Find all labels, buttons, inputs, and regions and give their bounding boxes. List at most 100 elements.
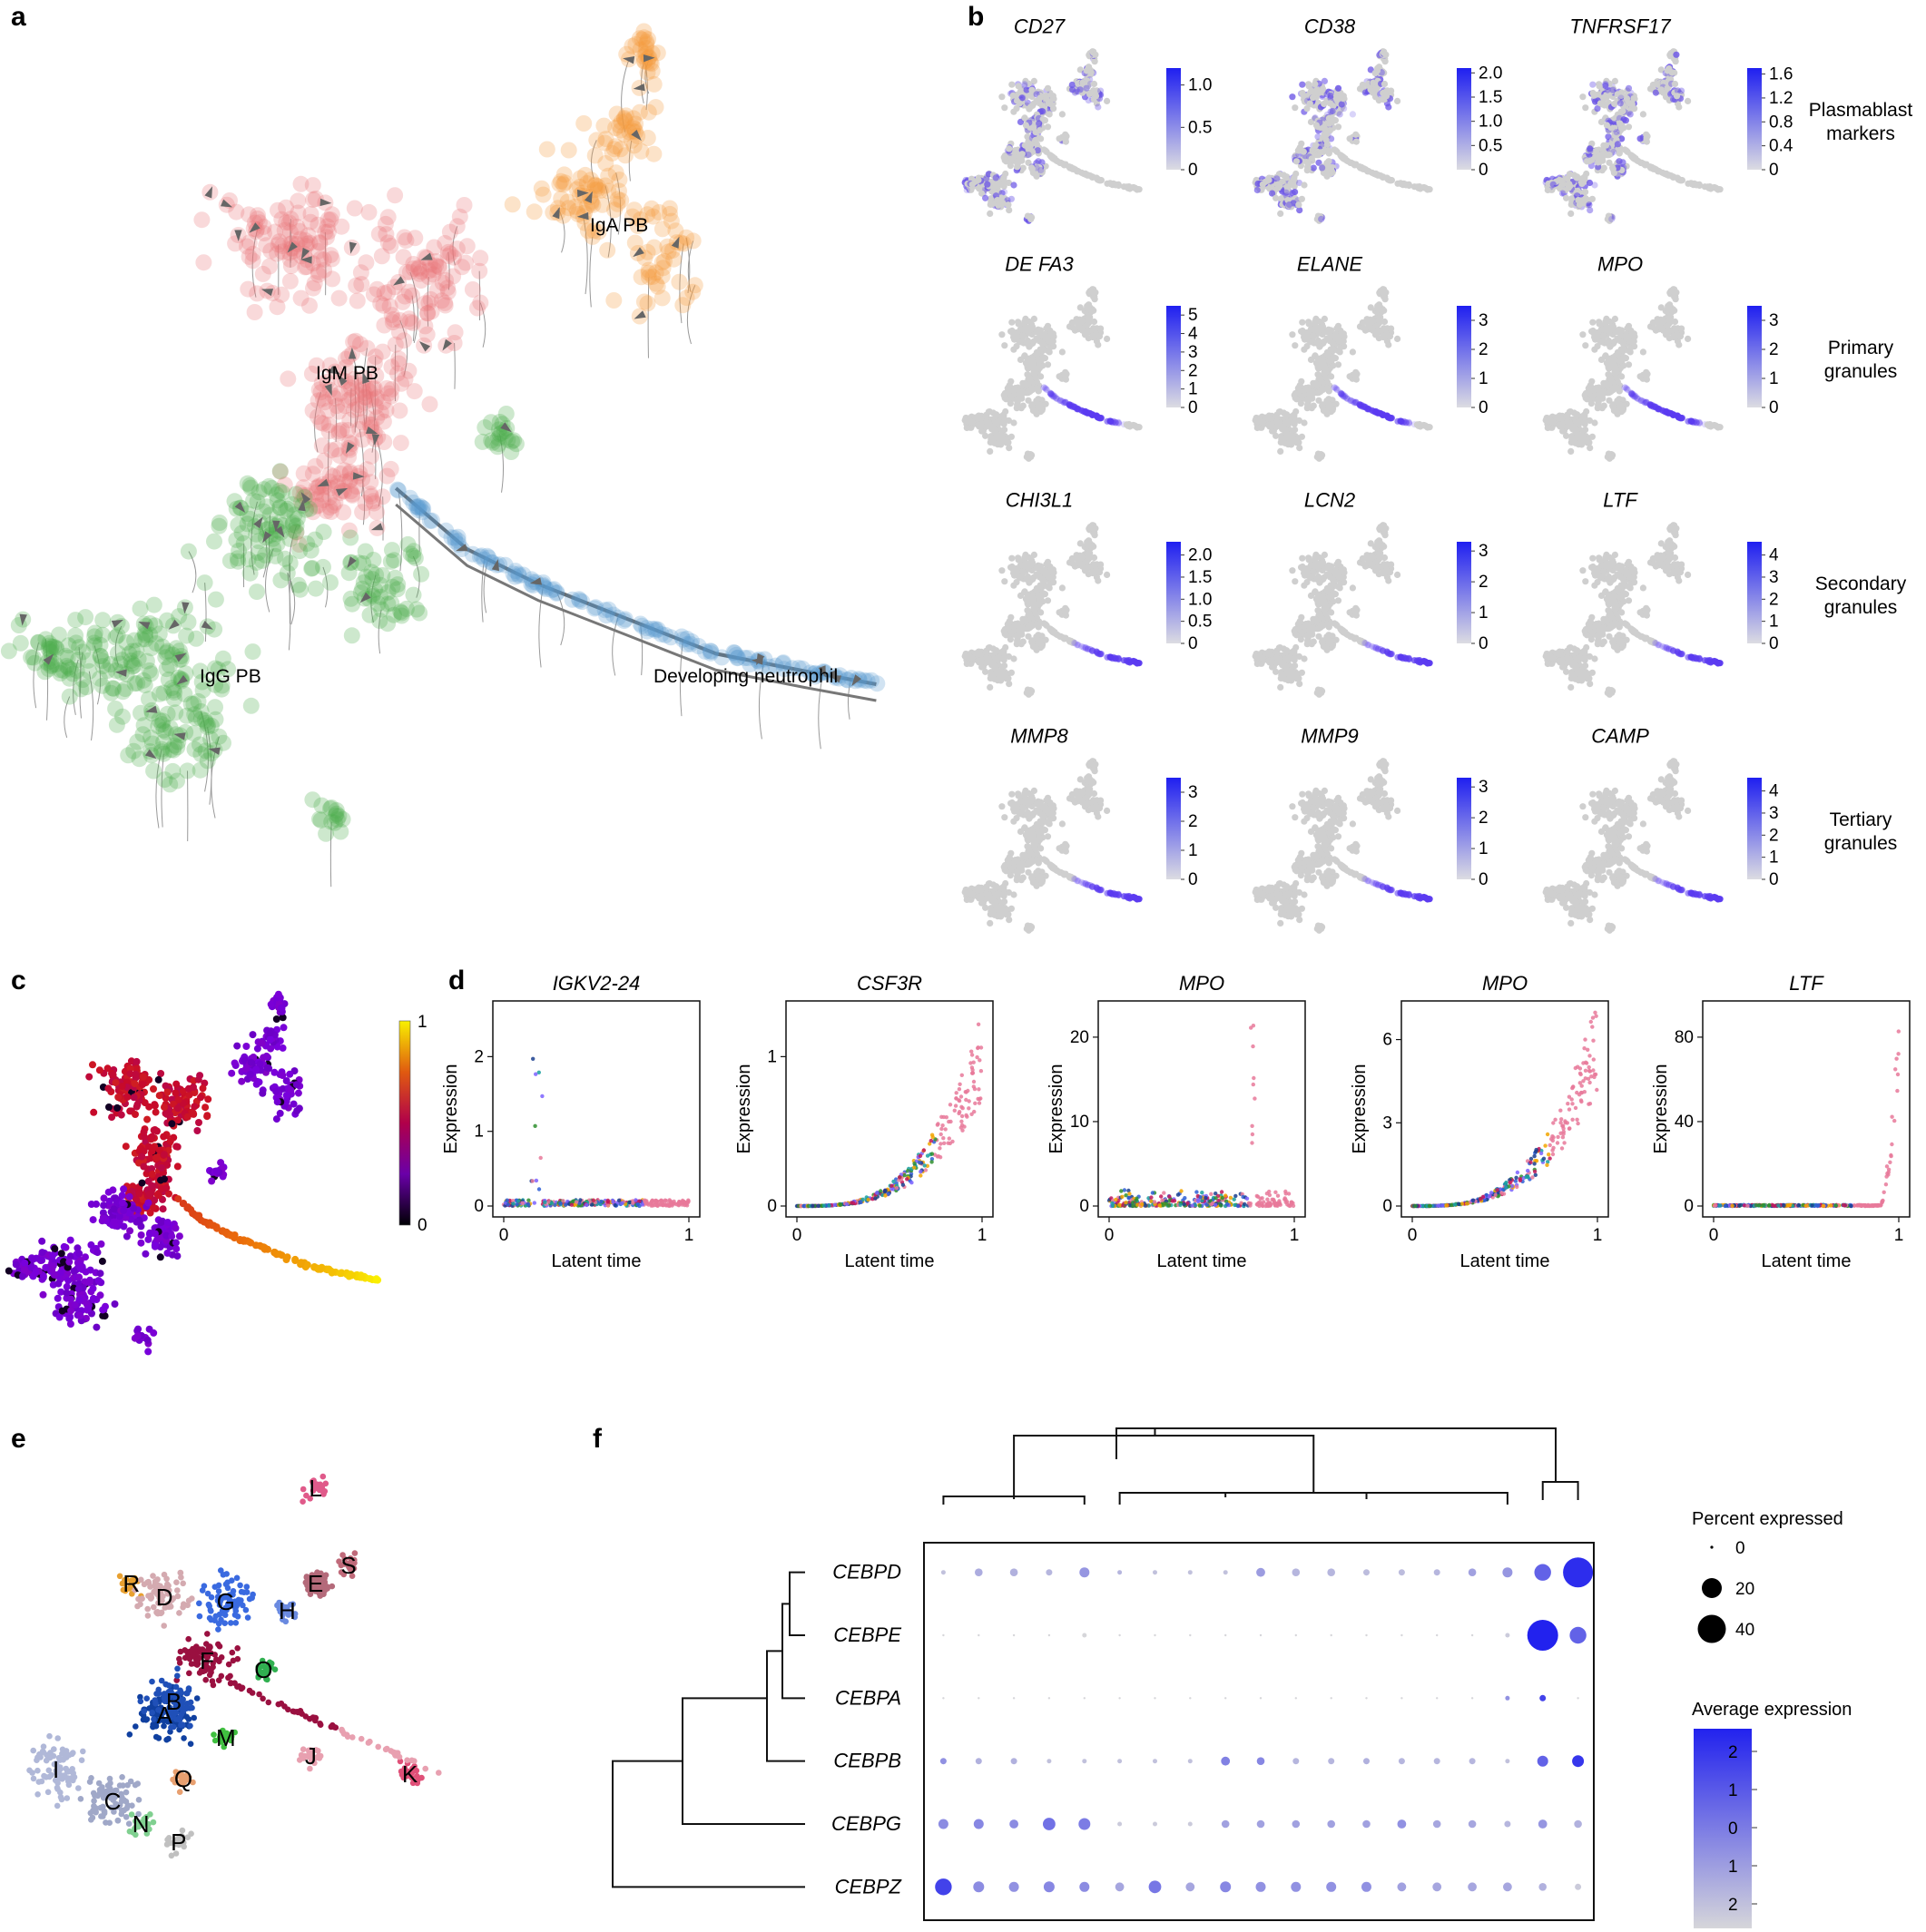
cell-igm	[442, 245, 459, 262]
cell-igm	[315, 251, 332, 269]
feature-cell	[1058, 111, 1066, 118]
cell-igg	[107, 629, 124, 646]
cell-igg	[159, 705, 176, 722]
feature-cell	[1600, 402, 1607, 409]
feature-cell	[1295, 201, 1302, 209]
colorbar-tick-label: 2.0	[1479, 64, 1502, 83]
cell-iga	[639, 64, 656, 81]
cell-igm	[313, 437, 330, 455]
velocity-streamline	[359, 428, 364, 496]
cell-iga	[637, 39, 654, 56]
panel-b-gene-feature-plots: CD271.00.50CD382.01.51.00.50TNFRSF171.61…	[961, 15, 1912, 934]
feature-cell	[1002, 158, 1010, 165]
cell-igm	[400, 310, 418, 328]
cell-iga	[640, 264, 657, 281]
feature-cell	[1305, 83, 1312, 90]
cell-igm	[278, 214, 295, 231]
feature-cell	[1625, 84, 1633, 92]
cell-igm	[437, 271, 455, 289]
velocity-streamline	[349, 387, 352, 427]
feature-cell	[1544, 186, 1551, 194]
cell-iga	[675, 235, 693, 252]
feature-cell	[1664, 305, 1671, 312]
feature-cell	[1589, 81, 1597, 88]
velocity-streamline	[640, 623, 644, 676]
feature-cell	[1597, 100, 1604, 107]
feature-cell	[1630, 333, 1637, 340]
feature-cell	[1586, 201, 1593, 209]
feature-cell	[1326, 100, 1333, 107]
cell-igm	[319, 223, 337, 240]
cell-igm	[325, 467, 342, 485]
cell-igm	[320, 423, 338, 440]
cell-iga	[624, 208, 641, 225]
cell-iga	[592, 181, 609, 199]
cell-igg	[299, 535, 316, 553]
colorbar-tick-label: 2	[1479, 340, 1489, 359]
feature-cell	[1305, 320, 1312, 328]
feature-cell	[1373, 67, 1381, 74]
velocity-streamline	[478, 270, 481, 320]
cell-igm	[366, 379, 383, 397]
feature-cell	[1326, 120, 1333, 127]
cell-iga	[586, 177, 604, 194]
cell-igg	[121, 645, 138, 662]
cell-igm	[439, 243, 457, 260]
cell-iga	[607, 164, 624, 181]
cell-igm	[404, 314, 421, 331]
cell-igm	[445, 268, 462, 285]
cell-iga	[606, 201, 623, 219]
feature-cell	[1097, 325, 1105, 332]
cell-iga	[600, 182, 617, 200]
feature-cell	[1565, 181, 1572, 188]
colorbar-tick-label: 3	[1479, 311, 1489, 330]
cell-iga	[678, 229, 695, 246]
cell-iga	[553, 172, 569, 190]
cell-igm	[441, 223, 458, 240]
cell-igm	[280, 370, 297, 387]
feature-cell	[1576, 201, 1583, 209]
feature-cell	[1296, 145, 1303, 152]
feature-cell	[1675, 341, 1683, 348]
feature-cell	[1628, 101, 1636, 108]
velocity-streamline	[73, 659, 79, 715]
feature-cell	[1312, 359, 1320, 367]
cell-igm	[360, 203, 378, 221]
cell-igm	[301, 297, 318, 314]
cell-iga	[572, 170, 589, 187]
feature-cell	[1123, 183, 1130, 191]
feature-cell	[1379, 411, 1386, 418]
feature-cell	[1340, 333, 1347, 340]
cell-igm	[306, 275, 323, 292]
velocity-streamline	[201, 711, 209, 792]
feature-cell	[1580, 176, 1587, 183]
feature-cell	[1299, 319, 1306, 326]
feature-cell	[1626, 348, 1634, 356]
velocity-streamline	[289, 525, 297, 593]
cell-igm	[420, 262, 437, 280]
feature-cell	[1001, 342, 1008, 349]
feature-cell	[1596, 320, 1603, 328]
feature-cell	[1616, 158, 1623, 165]
panel-letter-f: f	[593, 1424, 603, 1454]
cell-iga	[568, 202, 585, 220]
cell-igg	[78, 679, 95, 696]
colorbar-tick-label: 1	[1188, 380, 1198, 399]
colorbar-tick-label: 0	[1769, 161, 1779, 180]
feature-cell	[1643, 376, 1650, 383]
cell-iga	[644, 208, 662, 225]
feature-cell	[1259, 418, 1266, 426]
cell-igm	[349, 292, 366, 309]
cell-igg	[405, 586, 422, 603]
velocity-streamline	[483, 557, 489, 613]
velocity-cells	[0, 23, 886, 842]
feature-cell	[1107, 180, 1115, 188]
velocity-streamline	[370, 574, 377, 623]
cell-igg	[399, 535, 417, 553]
feature-cell	[1424, 186, 1431, 193]
feature-cell	[1021, 319, 1028, 326]
velocity-streamline	[679, 639, 684, 717]
feature-cell	[1285, 439, 1292, 446]
cell-igm	[322, 211, 339, 229]
